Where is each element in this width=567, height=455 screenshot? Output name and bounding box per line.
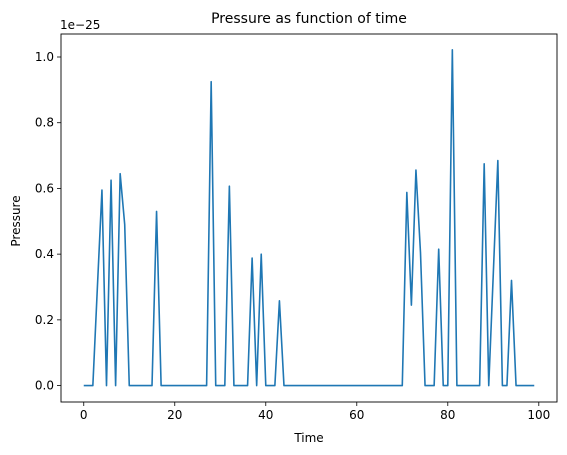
y-tick-label: 0.8 — [35, 116, 54, 130]
y-tick-label: 0.0 — [35, 379, 54, 393]
x-tick-label: 60 — [349, 408, 364, 422]
x-tick-label: 0 — [80, 408, 88, 422]
plot-area — [83, 48, 535, 387]
x-tick-label: 100 — [527, 408, 550, 422]
x-tick-label: 80 — [440, 408, 455, 422]
y-tick-label: 0.2 — [35, 313, 54, 327]
x-tick-label: 40 — [258, 408, 273, 422]
y-tick-label: 0.4 — [35, 247, 54, 261]
axes-frame — [60, 33, 558, 403]
x-tick-label: 20 — [167, 408, 182, 422]
y-tick-label: 0.6 — [35, 181, 54, 195]
y-offset-text: 1e−25 — [60, 18, 100, 32]
x-axis-label: Time — [293, 431, 323, 445]
y-axis-label: Pressure — [9, 195, 23, 246]
y-tick-label: 1.0 — [35, 50, 54, 64]
axes: 0 20 40 60 80 100 0.0 0.2 0.4 0.6 0.8 1.0 — [35, 33, 558, 422]
series-line-0 — [83, 48, 535, 387]
chart-title: Pressure as function of time — [211, 11, 407, 27]
